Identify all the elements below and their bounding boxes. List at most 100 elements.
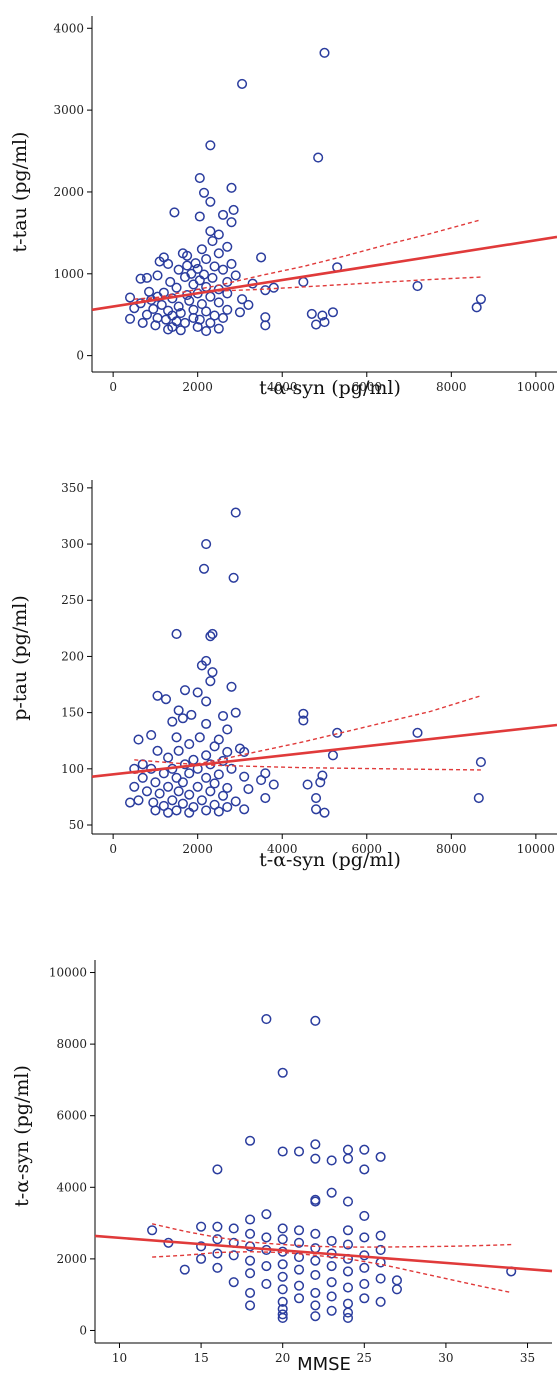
data-point — [152, 270, 163, 281]
x-tick-label: 6000 — [351, 842, 382, 856]
data-point — [222, 782, 233, 793]
ci-upper-line — [134, 219, 482, 304]
data-point — [226, 763, 237, 774]
data-point — [194, 172, 205, 184]
data-point — [205, 676, 216, 687]
y-tick-label: 4000 — [56, 1180, 87, 1194]
data-point — [222, 801, 233, 813]
y-tick-label: 2000 — [56, 1252, 87, 1266]
data-point — [137, 317, 148, 328]
data-point — [326, 1155, 337, 1166]
regression-fit-line — [94, 1234, 553, 1273]
data-point — [310, 1269, 321, 1281]
ci-upper-line — [151, 1223, 512, 1248]
data-point — [201, 805, 212, 816]
x-tick-label: 10000 — [517, 842, 555, 856]
data-point — [473, 792, 484, 804]
ci-lower-line — [134, 759, 481, 771]
x-tick-label: 8000 — [436, 842, 467, 856]
data-point — [184, 807, 195, 818]
data-point — [342, 1144, 354, 1155]
data-point — [471, 302, 482, 313]
data-point — [137, 759, 148, 770]
data-point — [173, 705, 184, 716]
data-point — [196, 795, 207, 806]
data-point — [196, 660, 207, 671]
data-point — [196, 1241, 207, 1252]
data-point — [201, 281, 212, 292]
data-point — [201, 326, 212, 337]
data-point — [256, 252, 267, 263]
x-tick-label: 30 — [438, 1351, 453, 1365]
data-point — [217, 264, 229, 275]
data-point — [315, 777, 326, 788]
x-tick-label: 25 — [357, 1351, 372, 1365]
data-point — [239, 804, 250, 815]
data-point — [342, 1266, 354, 1277]
data-point — [154, 788, 165, 799]
data-point — [141, 309, 153, 320]
data-point — [179, 272, 191, 283]
data-point — [228, 204, 239, 216]
data-point — [310, 792, 322, 804]
x-tick-label: 10000 — [517, 380, 555, 394]
data-point — [310, 1196, 321, 1207]
data-point — [326, 1277, 337, 1288]
data-point — [205, 196, 216, 207]
data-point — [171, 628, 182, 640]
y-tick-label: 250 — [61, 593, 84, 607]
data-point — [124, 313, 136, 324]
data-point — [293, 1237, 305, 1248]
data-point — [217, 209, 229, 220]
data-point — [359, 1278, 370, 1289]
y-tick-label: 8000 — [56, 1037, 87, 1051]
data-point — [239, 746, 250, 758]
data-point — [243, 783, 254, 795]
data-point — [212, 1262, 223, 1273]
data-point — [342, 1239, 354, 1250]
data-point — [245, 1228, 256, 1239]
data-point — [129, 303, 140, 314]
data-point — [277, 1259, 288, 1270]
data-point — [260, 792, 271, 804]
data-point — [412, 727, 423, 738]
data-point — [179, 759, 191, 770]
data-point — [124, 292, 136, 303]
data-point — [169, 207, 180, 218]
data-point — [171, 732, 182, 743]
data-point — [207, 628, 218, 640]
data-point — [475, 757, 486, 768]
data-point — [260, 312, 271, 323]
x-tick-label: 2000 — [182, 842, 213, 856]
data-point — [359, 1144, 370, 1155]
data-point — [212, 1234, 223, 1245]
data-point — [182, 250, 193, 261]
data-point — [359, 1262, 370, 1273]
data-point — [177, 798, 188, 809]
data-point — [201, 696, 212, 707]
data-point — [260, 285, 271, 296]
data-point — [147, 1225, 158, 1236]
data-point — [173, 264, 184, 275]
data-point — [277, 1146, 288, 1157]
data-point — [201, 254, 212, 265]
y-tick-label: 1000 — [53, 267, 84, 281]
data-point — [182, 260, 193, 271]
data-point — [201, 306, 212, 317]
data-point — [277, 1309, 288, 1320]
data-point — [359, 1293, 370, 1304]
y-tick-label: 200 — [61, 649, 84, 663]
data-point — [144, 286, 155, 297]
data-point — [230, 507, 241, 518]
data-point — [226, 217, 237, 228]
data-point — [196, 244, 207, 255]
data-point — [217, 312, 229, 324]
data-point — [313, 152, 324, 163]
data-point — [209, 778, 220, 789]
data-point — [326, 1187, 337, 1198]
x-tick-label: 2000 — [182, 380, 213, 394]
data-point — [163, 807, 174, 818]
scatter-chart-ptau-vs-tasyn: t-α-syn (pg/ml) p-tau (pg/ml) 50 100 150 20… — [9, 480, 557, 871]
ci-lower-line — [152, 1251, 512, 1294]
data-point — [277, 1271, 288, 1282]
